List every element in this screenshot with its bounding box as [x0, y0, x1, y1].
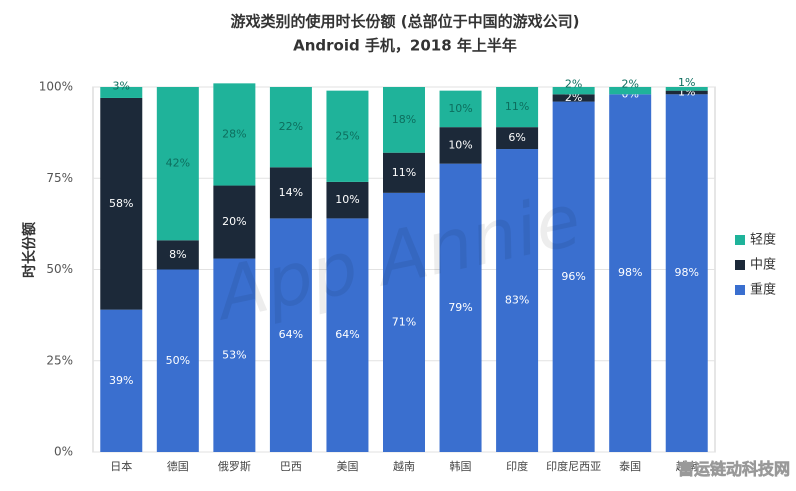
y-tick-label: 100% [39, 80, 73, 94]
bar-segment [383, 192, 425, 452]
legend-label: 重度 [750, 282, 776, 298]
legend-swatch [735, 285, 745, 295]
data-label: 6% [508, 131, 525, 144]
bar-segment [609, 87, 652, 95]
data-label: 39% [109, 374, 133, 387]
y-tick-label: 0% [54, 445, 73, 459]
y-axis-label: 时长份额 [21, 222, 38, 278]
data-label: 10% [335, 193, 359, 206]
x-tick-label: 越南 [676, 459, 698, 473]
x-tick-label: 美国 [336, 460, 358, 473]
data-label: 10% [448, 138, 472, 151]
data-label: 28% [222, 127, 246, 140]
y-tick-label: 25% [46, 353, 73, 367]
legend-swatch [735, 260, 745, 270]
x-tick-label: 俄罗斯 [218, 460, 251, 473]
data-label: 14% [279, 186, 303, 199]
bar-segment [552, 87, 595, 95]
y-tick-label: 50% [46, 262, 73, 276]
chart-subtitle: Android 手机，2018 年上半年 [293, 37, 517, 55]
bar-segment [552, 101, 595, 452]
x-tick-label: 越南 [393, 459, 415, 473]
x-tick-label: 巴西 [280, 460, 302, 473]
bar-segment [439, 163, 482, 452]
data-label: 8% [169, 248, 186, 261]
data-label: 11% [505, 100, 529, 113]
bar-segment [496, 149, 539, 453]
bar-segment [269, 218, 312, 452]
data-label: 22% [279, 120, 303, 133]
bar-segment [100, 309, 143, 452]
legend-label: 中度 [750, 257, 776, 273]
data-label: 1% [678, 76, 695, 89]
bar-segment [665, 87, 708, 91]
data-label: 71% [392, 315, 416, 328]
bar-segment [213, 185, 256, 259]
bar-segment [156, 269, 199, 452]
x-tick-label: 印度尼西亚 [546, 459, 601, 473]
data-label: 98% [618, 266, 642, 279]
chart-title: 游戏类别的使用时长份额 (总部位于中国的游戏公司) [231, 13, 580, 31]
data-label: 64% [279, 328, 303, 341]
y-tick-label: 75% [46, 171, 73, 185]
data-label: 53% [222, 348, 246, 361]
data-label: 20% [222, 215, 246, 228]
data-label: 2% [565, 78, 582, 91]
bar-segment [496, 87, 539, 128]
bar-segment [156, 87, 199, 241]
bar-segment [383, 152, 425, 193]
data-label: 98% [675, 266, 699, 279]
data-label: 79% [448, 301, 472, 314]
x-tick-label: 泰国 [619, 459, 641, 473]
x-tick-label: 印度 [506, 459, 528, 473]
data-label: 83% [505, 294, 529, 307]
data-label: 64% [335, 328, 359, 341]
bar-segment [156, 240, 199, 270]
x-tick-label: 日本 [110, 459, 132, 473]
bar-segment [609, 94, 652, 453]
bar-segment [552, 94, 595, 102]
legend-label: 轻度 [750, 232, 776, 248]
legend-swatch [735, 235, 745, 245]
bar-segment [269, 87, 312, 168]
bar-segment [383, 87, 425, 153]
bar-segment [100, 87, 143, 98]
data-label: 10% [448, 102, 472, 115]
data-label: 11% [392, 166, 416, 179]
bar-segment [496, 127, 539, 150]
data-label: 18% [392, 113, 416, 126]
data-label: 42% [166, 157, 190, 170]
bar-segment [326, 90, 369, 182]
data-label: 25% [335, 129, 359, 142]
data-label: 3% [113, 79, 130, 92]
bar-segment [439, 127, 482, 164]
marks: 0% 25% 50% 75% 100% 39% 58% 3% 日本 50% 8% 42% 德国 53% 20… [39, 76, 776, 473]
bar-segment [665, 94, 708, 453]
bar-segment [326, 181, 369, 219]
bar-segment [100, 97, 143, 310]
x-tick-label: 德国 [167, 459, 189, 473]
bar-segment [269, 167, 312, 219]
data-label: 50% [166, 354, 190, 367]
x-tick-label: 韩国 [450, 459, 472, 473]
bar-segment [665, 90, 708, 95]
data-label: 96% [561, 270, 585, 283]
data-label: 58% [109, 197, 133, 210]
corner-watermark: 富运链动科技网 [678, 460, 790, 479]
data-label: 2% [621, 78, 638, 91]
bar-segment [213, 258, 256, 452]
bar-segment [213, 83, 256, 186]
bar-segment [439, 90, 482, 128]
bar-segment [326, 218, 369, 452]
